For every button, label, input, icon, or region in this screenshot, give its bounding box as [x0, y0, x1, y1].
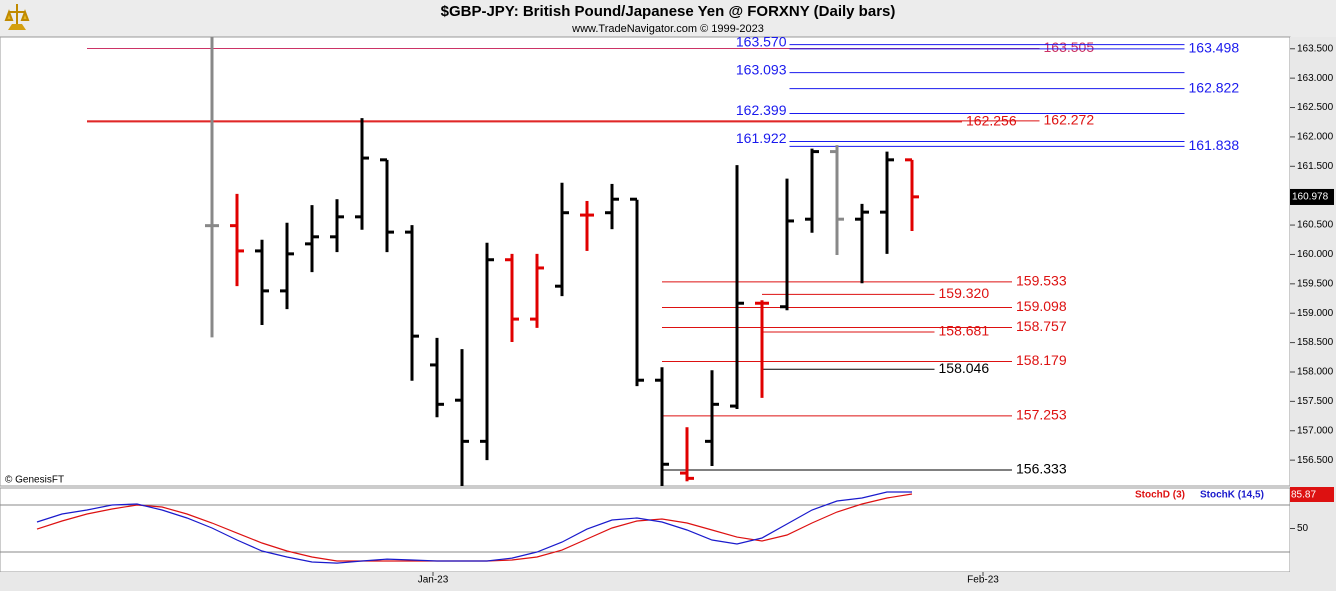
level-label: 161.922 — [736, 130, 787, 146]
level-label: 158.046 — [939, 360, 990, 376]
last-price-label: 160.978 — [1292, 192, 1329, 203]
chart-subtitle: www.TradeNavigator.com © 1999-2023 — [571, 23, 764, 35]
y-tick-label: 50 — [1297, 523, 1309, 534]
y-tick-label: 163.000 — [1297, 73, 1334, 84]
legend-entry: StochK (14,5) — [1200, 490, 1264, 501]
y-tick-label: 162.000 — [1297, 132, 1334, 143]
level-label: 162.399 — [736, 102, 787, 118]
x-tick-label: Jan-23 — [418, 575, 449, 586]
y-tick-label: 157.000 — [1297, 425, 1334, 436]
y-tick-label: 159.000 — [1297, 308, 1334, 319]
y-tick-label: 158.500 — [1297, 337, 1334, 348]
y-tick-label: 161.500 — [1297, 161, 1334, 172]
level-label: 159.320 — [939, 285, 990, 301]
logo — [4, 4, 30, 30]
y-tick-label: 156.500 — [1297, 455, 1334, 466]
price-panel — [0, 36, 1291, 487]
y-tick-label: 160.000 — [1297, 249, 1334, 260]
level-label: 163.570 — [736, 33, 787, 49]
level-label: 162.822 — [1189, 79, 1240, 95]
y-tick-label: 162.500 — [1297, 102, 1334, 113]
last-value-label: 85.87 — [1291, 490, 1316, 501]
level-label: 156.333 — [1016, 461, 1067, 477]
level-label: 163.498 — [1189, 40, 1240, 56]
level-label: 163.093 — [736, 61, 787, 77]
last-value-box — [1290, 487, 1334, 502]
level-label: 158.757 — [1016, 318, 1067, 334]
time-axis-strip — [0, 572, 1290, 591]
stoch-line — [36, 491, 912, 564]
legend-entry: StochD (3) — [1135, 490, 1185, 501]
y-tick-label: 160.500 — [1297, 220, 1334, 231]
watermark: © GenesisFT — [5, 475, 64, 486]
y-tick-label: 163.500 — [1297, 43, 1334, 54]
title-bar — [0, 0, 1336, 37]
level-label: 161.838 — [1189, 137, 1240, 153]
y-tick-label: 159.500 — [1297, 278, 1334, 289]
level-label: 163.505 — [1044, 39, 1095, 55]
level-label: 159.533 — [1016, 273, 1067, 289]
x-tick-label: Feb-23 — [967, 575, 999, 586]
level-label: 158.179 — [1016, 352, 1067, 368]
level-label: 159.098 — [1016, 298, 1067, 314]
level-label: 162.272 — [1044, 112, 1095, 128]
y-tick-label: 157.500 — [1297, 396, 1334, 407]
chart-title: $GBP-JPY: British Pound/Japanese Yen @ F… — [441, 3, 896, 20]
last-price-box — [1290, 188, 1334, 205]
y-tick-label: 158.000 — [1297, 367, 1334, 378]
level-label: 158.681 — [939, 323, 990, 339]
level-label: 157.253 — [1016, 407, 1067, 423]
stoch-panel — [0, 487, 1291, 573]
